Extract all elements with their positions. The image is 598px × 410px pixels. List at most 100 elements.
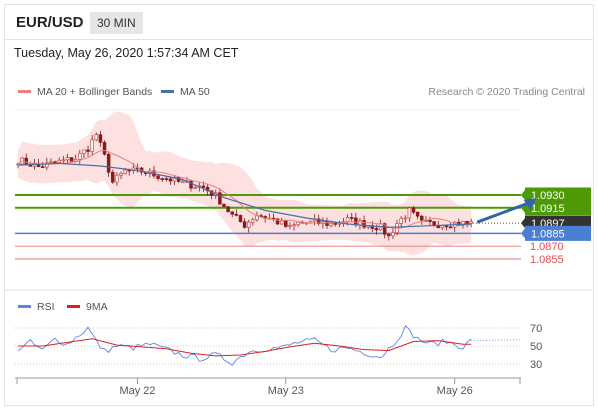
candle-body	[90, 139, 94, 152]
candle-body	[358, 220, 362, 226]
candle-body	[284, 220, 288, 227]
candle-body	[160, 178, 164, 180]
rsi-ma-line	[18, 338, 472, 357]
ma20-swatch	[18, 90, 31, 93]
candle-body	[230, 211, 234, 215]
candle-body	[234, 213, 239, 216]
candle-body	[387, 233, 391, 237]
timeframe-button[interactable]: 30 MIN	[90, 12, 143, 34]
candle-body	[102, 141, 107, 155]
candle-body	[288, 225, 292, 227]
candle-body	[201, 185, 206, 188]
rsi-tick-label: 50	[530, 341, 542, 353]
ma20-line	[17, 149, 472, 229]
level-tag	[525, 187, 591, 203]
candle-body	[374, 228, 379, 231]
candle-body	[111, 171, 115, 183]
ma50-line	[17, 162, 472, 229]
candle-body	[345, 217, 350, 222]
candle-body	[469, 221, 473, 224]
level-label: 1.0870	[530, 241, 564, 253]
candle-body	[440, 225, 445, 229]
candle-body	[317, 218, 321, 224]
bollinger-band	[18, 111, 472, 256]
candle-body	[275, 218, 280, 225]
rsi-ma-legend-label: 9MA	[86, 301, 108, 313]
rsi-extension	[471, 339, 521, 341]
symbol-label: EUR/USD	[16, 14, 84, 31]
candle-body	[407, 207, 412, 219]
candle-body	[325, 221, 329, 226]
candle-body	[49, 161, 53, 164]
candle-body	[78, 152, 82, 160]
level-tag-pointer	[521, 190, 525, 200]
candle-body	[156, 175, 160, 179]
candle-body	[73, 158, 78, 162]
candle-body	[45, 162, 49, 168]
candle-body	[403, 217, 408, 220]
candle-body	[428, 219, 432, 222]
candle-body	[279, 220, 284, 225]
candle-body	[246, 221, 251, 228]
candle-body	[349, 217, 354, 219]
level-label: 1.0930	[531, 190, 565, 202]
forecast-arrow-head	[523, 198, 537, 210]
candle-body	[98, 134, 103, 143]
candle-body	[57, 159, 61, 163]
candle-body	[106, 153, 111, 173]
candle-body	[238, 214, 243, 222]
rsi-legend: RSI 9MA	[18, 301, 108, 313]
candle-body	[40, 166, 45, 168]
candle-body	[193, 187, 197, 189]
candle-body	[24, 157, 28, 165]
candle-body	[119, 173, 123, 176]
candle-body	[296, 221, 300, 226]
candle-body	[218, 192, 222, 205]
candle-body	[448, 226, 453, 229]
level-tag-pointer	[521, 228, 525, 239]
x-tick-label: May 22	[119, 385, 155, 397]
level-label: 1.0915	[531, 203, 565, 215]
candle-body	[362, 220, 366, 228]
ma50-swatch	[161, 90, 174, 93]
candle-body	[333, 222, 337, 225]
candle-body	[123, 169, 127, 174]
candle-body	[391, 232, 395, 237]
candle-body	[251, 219, 255, 223]
candle-body	[181, 180, 185, 183]
candle-body	[94, 134, 99, 141]
rsi-swatch	[18, 305, 31, 308]
candle-body	[53, 161, 57, 164]
candle-body	[444, 225, 449, 228]
level-label: 1.0855	[530, 254, 564, 266]
rsi-line	[17, 325, 472, 366]
rsi-tick-label: 30	[530, 359, 542, 371]
candle-body	[164, 178, 169, 180]
rsi-pane: 70 50 30 May 22 May 23 May 26	[15, 323, 542, 397]
x-tick-label: May 23	[268, 385, 304, 397]
price-legend: MA 20 + Bollinger Bands MA 50 Research ©…	[18, 86, 585, 98]
candle-body	[86, 149, 90, 152]
candle-body	[242, 221, 247, 228]
timestamp: Tuesday, May 26, 2020 1:57:34 AM CET	[14, 46, 239, 60]
candle-body	[82, 149, 86, 154]
candle-body	[461, 220, 465, 226]
candle-body	[329, 222, 333, 226]
candle-body	[222, 203, 226, 208]
level-tag	[525, 225, 591, 241]
candle-body	[465, 220, 469, 224]
candle-body	[226, 206, 230, 213]
candle-body	[292, 224, 296, 227]
ma20-legend-label: MA 20 + Bollinger Bands	[37, 86, 152, 98]
candle-body	[354, 217, 358, 226]
rsi-ma-swatch	[67, 305, 80, 308]
candle-body	[69, 157, 74, 162]
candle-body	[61, 159, 66, 162]
candle-body	[65, 157, 70, 161]
candle-body	[399, 218, 403, 224]
candle-body	[382, 223, 387, 235]
candle-body	[415, 211, 420, 217]
level-tag-pointer	[521, 218, 525, 229]
